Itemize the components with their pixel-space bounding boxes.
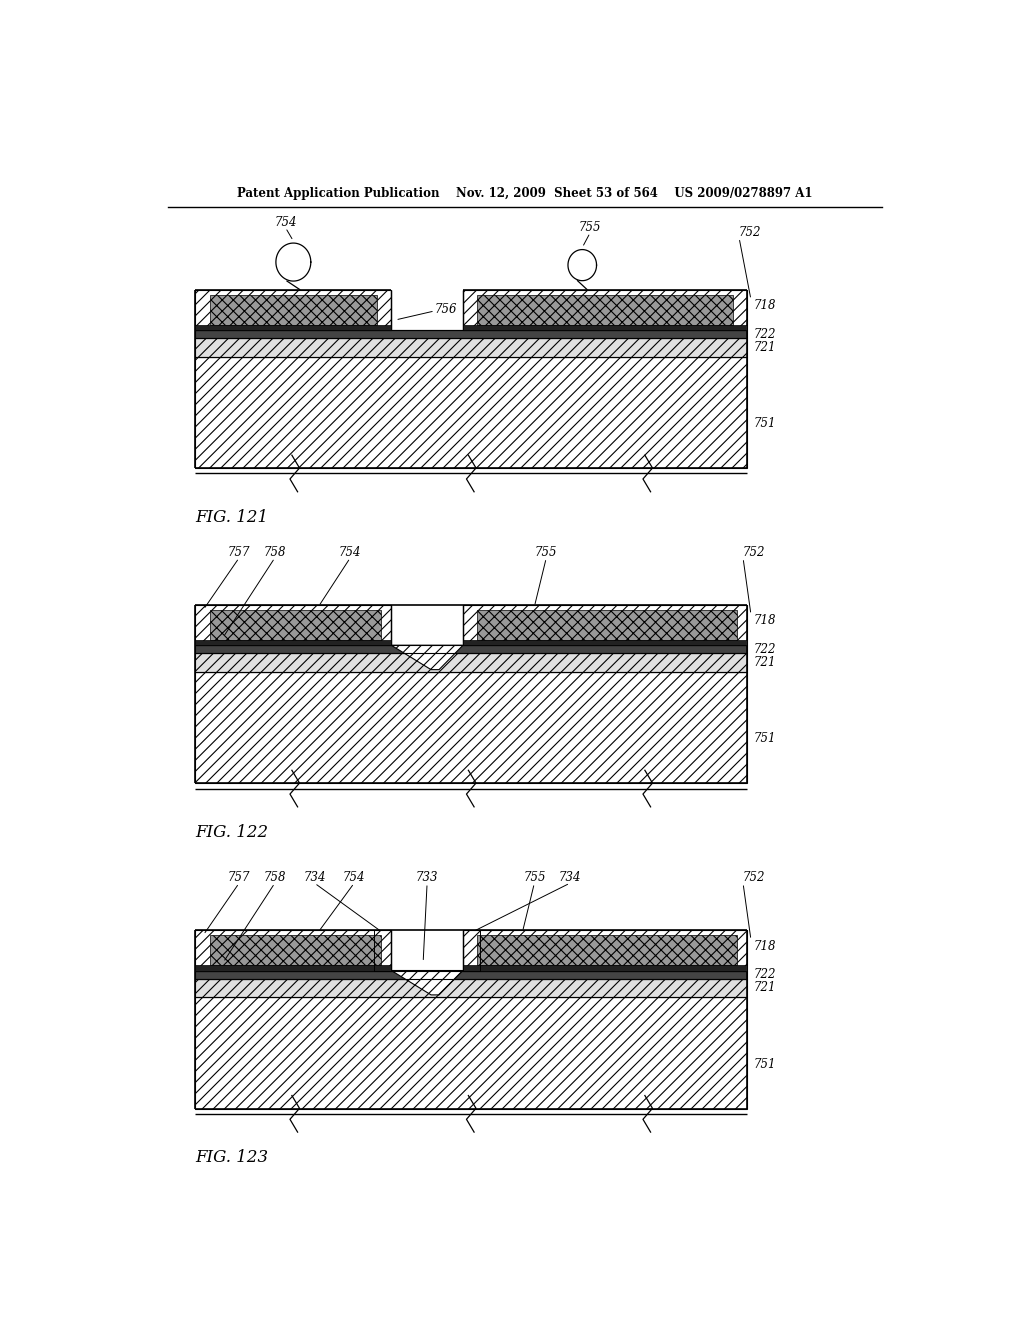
Bar xyxy=(477,294,733,325)
Bar xyxy=(463,929,748,970)
Text: 733: 733 xyxy=(416,871,438,884)
Polygon shape xyxy=(391,645,463,669)
Bar xyxy=(463,929,480,970)
Text: 721: 721 xyxy=(754,656,776,669)
Text: FIG. 123: FIG. 123 xyxy=(196,1150,268,1167)
Text: 756: 756 xyxy=(435,304,458,317)
Text: FIG. 122: FIG. 122 xyxy=(196,824,268,841)
Bar xyxy=(196,653,748,672)
Text: 755: 755 xyxy=(579,220,601,234)
Bar xyxy=(196,645,748,653)
Polygon shape xyxy=(391,970,463,995)
Text: 751: 751 xyxy=(754,417,776,430)
Bar xyxy=(463,289,748,330)
Bar xyxy=(196,605,391,645)
Bar xyxy=(196,672,748,784)
Text: 754: 754 xyxy=(339,546,361,558)
Bar xyxy=(463,640,748,645)
Text: 734: 734 xyxy=(303,871,326,884)
Text: 752: 752 xyxy=(743,546,766,558)
Bar xyxy=(477,610,736,640)
Bar xyxy=(196,997,748,1109)
Bar xyxy=(463,965,748,970)
Bar xyxy=(196,978,748,997)
Text: 734: 734 xyxy=(559,871,582,884)
Text: 718: 718 xyxy=(754,940,776,953)
Text: 718: 718 xyxy=(754,614,776,627)
Bar xyxy=(210,294,377,325)
Bar xyxy=(196,356,748,469)
Bar xyxy=(196,929,391,970)
Text: 758: 758 xyxy=(263,871,286,884)
Bar xyxy=(196,965,391,970)
Text: 755: 755 xyxy=(523,871,546,884)
Text: 722: 722 xyxy=(754,327,776,341)
Text: 722: 722 xyxy=(754,968,776,981)
Text: 755: 755 xyxy=(535,546,557,558)
Text: 757: 757 xyxy=(228,871,250,884)
Bar xyxy=(196,338,748,356)
Bar xyxy=(463,325,748,330)
Bar xyxy=(374,929,391,970)
Text: 754: 754 xyxy=(274,215,297,228)
Bar xyxy=(196,289,391,330)
Text: 721: 721 xyxy=(754,341,776,354)
Bar xyxy=(196,970,748,978)
Text: FIG. 121: FIG. 121 xyxy=(196,510,268,527)
Text: 721: 721 xyxy=(754,981,776,994)
Bar xyxy=(210,935,381,965)
Bar xyxy=(196,325,391,330)
Text: 758: 758 xyxy=(263,546,286,558)
Text: 752: 752 xyxy=(739,226,762,239)
Text: 757: 757 xyxy=(228,546,250,558)
Bar xyxy=(196,330,748,338)
Text: 754: 754 xyxy=(343,871,366,884)
Bar xyxy=(196,640,391,645)
Text: 718: 718 xyxy=(754,300,776,313)
Text: 751: 751 xyxy=(754,733,776,746)
Text: 722: 722 xyxy=(754,643,776,656)
Text: 751: 751 xyxy=(754,1057,776,1071)
Bar xyxy=(210,610,381,640)
Text: 752: 752 xyxy=(743,871,766,884)
Bar xyxy=(477,935,736,965)
Text: Patent Application Publication    Nov. 12, 2009  Sheet 53 of 564    US 2009/0278: Patent Application Publication Nov. 12, … xyxy=(237,187,813,201)
Bar xyxy=(463,605,748,645)
